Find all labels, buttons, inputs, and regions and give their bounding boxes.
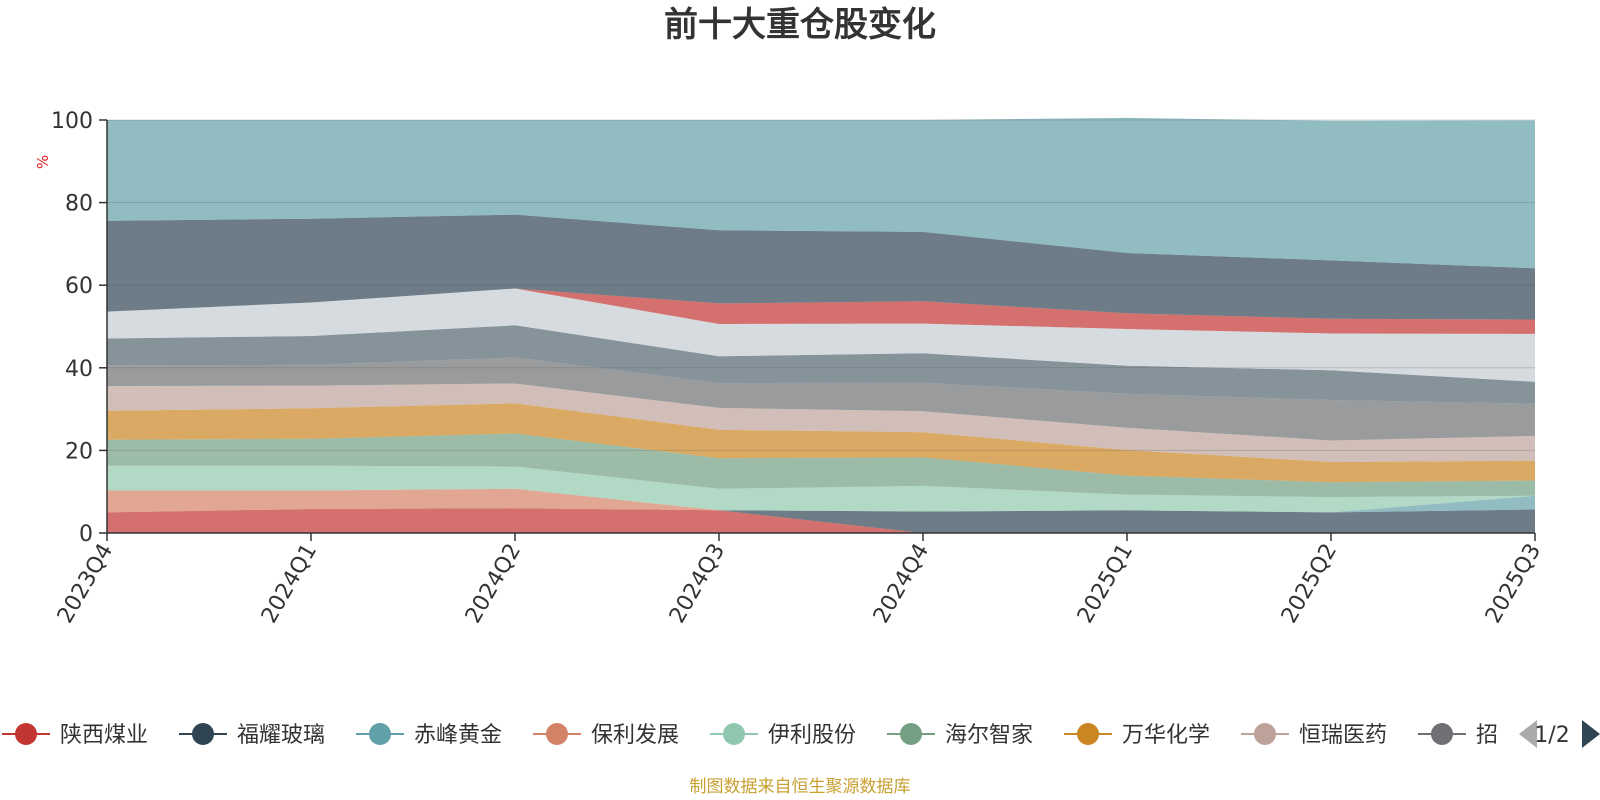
- legend-label: 保利发展: [591, 723, 679, 748]
- area-series-8: [107, 357, 1535, 441]
- legend-item[interactable]: 福耀玻璃: [179, 723, 325, 748]
- legend-item[interactable]: 恒瑞医药: [1241, 723, 1387, 748]
- y-tick-label: 80: [65, 192, 93, 217]
- source-note: 制图数据来自恒生聚源数据库: [690, 777, 911, 797]
- grid-lines: [107, 119, 1535, 451]
- area-series-13: [107, 117, 1535, 269]
- legend-circle-icon: [15, 723, 37, 745]
- legend-label: 万华化学: [1122, 723, 1210, 748]
- chart-title: 前十大重仓股变化: [664, 5, 936, 45]
- area-series-6: [107, 403, 1535, 483]
- area-series-11: [107, 288, 1535, 334]
- y-tick-label: 60: [65, 274, 93, 299]
- x-tick-label: 2024Q4: [869, 540, 934, 628]
- area-series-5: [107, 433, 1535, 498]
- x-tick-label: 2023Q4: [53, 540, 118, 628]
- legend-prev-icon[interactable]: [1519, 720, 1537, 748]
- legend-circle-icon: [1254, 723, 1276, 745]
- x-tick-label: 2024Q2: [461, 540, 526, 628]
- y-tick-label: 40: [65, 357, 93, 382]
- legend-label: 福耀玻璃: [237, 723, 325, 748]
- legend-item[interactable]: 海尔智家: [887, 723, 1033, 748]
- y-tick-label: 0: [79, 522, 93, 547]
- area-layers: [107, 117, 1535, 533]
- x-tick-label: 2025Q2: [1277, 540, 1342, 628]
- legend-label: 海尔智家: [945, 723, 1033, 748]
- legend-label: 陕西煤业: [60, 723, 148, 748]
- area-series-12: [107, 214, 1535, 320]
- legend-circle-icon: [192, 723, 214, 745]
- x-tick-label: 2024Q1: [257, 540, 322, 628]
- legend-circle-icon: [1431, 723, 1453, 745]
- legend-label: 恒瑞医药: [1299, 723, 1387, 748]
- area-series-1: [107, 508, 1535, 533]
- area-series-0: [107, 508, 1535, 533]
- area-series-10: [107, 288, 1535, 382]
- x-tick-label: 2024Q3: [665, 540, 730, 628]
- legend-item[interactable]: 招: [1418, 723, 1498, 748]
- x-tick-label: 2025Q3: [1481, 540, 1546, 628]
- area-series-7: [107, 383, 1535, 462]
- legend-item[interactable]: 陕西煤业: [2, 723, 148, 748]
- legend: 陕西煤业 福耀玻璃 赤峰黄金 保利发展 伊利股份 海尔智家 万华化学 恒瑞医药 招 1/2: [2, 720, 1600, 748]
- legend-label: 招: [1476, 723, 1498, 748]
- legend-item[interactable]: 伊利股份: [710, 723, 856, 748]
- legend-label: 赤峰黄金: [414, 723, 502, 748]
- legend-circle-icon: [369, 723, 391, 745]
- y-tick-label: 100: [51, 109, 93, 134]
- legend-item[interactable]: 保利发展: [533, 723, 679, 748]
- legend-circle-icon: [546, 723, 568, 745]
- legend-next-icon[interactable]: [1582, 720, 1600, 748]
- legend-circle-icon: [900, 723, 922, 745]
- area-series-9: [107, 325, 1535, 404]
- legend-item[interactable]: 万华化学: [1064, 723, 1210, 748]
- legend-item[interactable]: 赤峰黄金: [356, 723, 502, 748]
- area-series-3: [107, 488, 1535, 513]
- legend-circle-icon: [723, 723, 745, 745]
- y-axis-label: %: [34, 155, 52, 169]
- area-series-2: [107, 495, 1535, 513]
- x-tick-label: 2025Q1: [1073, 540, 1138, 628]
- area-series-4: [107, 465, 1535, 513]
- legend-circle-icon: [1077, 723, 1099, 745]
- legend-page-indicator: 1/2: [1534, 723, 1569, 748]
- legend-label: 伊利股份: [768, 723, 856, 748]
- y-tick-label: 20: [65, 439, 93, 464]
